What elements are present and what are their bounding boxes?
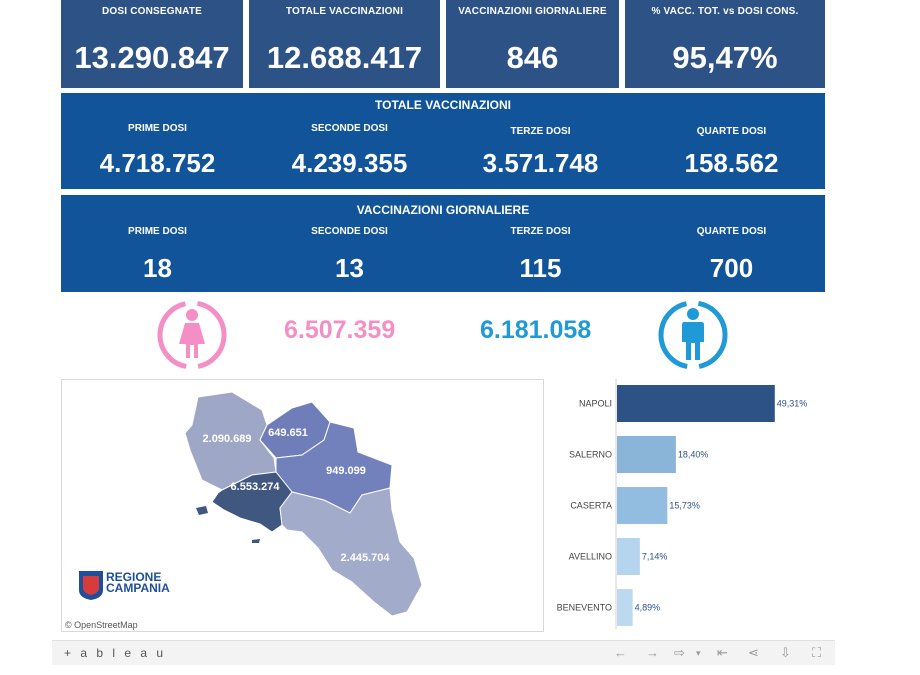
bar-value-label: 15,73% <box>669 501 700 511</box>
dose-value: 18 <box>62 253 253 284</box>
band-title: VACCINAZIONI GIORNALIERE <box>61 203 825 217</box>
totale-prime-dosi: PRIME DOSI 4.718.752 <box>62 123 253 179</box>
province-map[interactable]: 2.090.689 649.651 949.099 6.553.274 2.44… <box>61 379 544 632</box>
kpi-dosi-consegnate: DOSI CONSEGNATE 13.290.847 <box>61 0 243 88</box>
map-label-napoli: 6.553.274 <box>231 481 281 493</box>
map-label-caserta: 2.090.689 <box>203 433 252 445</box>
dose-label: SECONDE DOSI <box>254 226 445 237</box>
kpi-label: TOTALE VACCINAZIONI <box>249 6 440 17</box>
dose-label: PRIME DOSI <box>62 226 253 237</box>
map-label-avellino: 949.099 <box>326 465 366 477</box>
regione-campania-logo-icon <box>77 570 105 601</box>
revert-icon[interactable]: ⇨ <box>674 645 685 661</box>
bar-salerno[interactable] <box>617 436 676 473</box>
logo-text-campania: CAMPANIA <box>106 582 170 594</box>
male-icon <box>656 298 730 372</box>
kpi-label: % VACC. TOT. vs DOSI CONS. <box>625 6 825 17</box>
giornaliere-seconde-dosi: SECONDE DOSI 13 <box>254 226 445 284</box>
revert-dropdown-icon[interactable]: ▾ <box>696 648 701 659</box>
dose-value: 158.562 <box>636 148 827 179</box>
totale-seconde-dosi: SECONDE DOSI 4.239.355 <box>254 123 445 179</box>
band-title: TOTALE VACCINAZIONI <box>61 98 825 112</box>
bar-value-label: 18,40% <box>678 450 709 460</box>
map-label-benevento: 649.651 <box>268 427 308 439</box>
bar-category-label: AVELLINO <box>569 552 612 562</box>
totale-vaccinazioni-band: TOTALE VACCINAZIONI PRIME DOSI 4.718.752… <box>61 93 825 189</box>
totale-quarte-dosi: QUARTE DOSI 158.562 <box>636 126 827 179</box>
dose-label: SECONDE DOSI <box>254 123 445 134</box>
dose-value: 13 <box>254 253 445 284</box>
dose-value: 700 <box>636 253 827 284</box>
giornaliere-prime-dosi: PRIME DOSI 18 <box>62 226 253 284</box>
kpi-value: 95,47% <box>625 40 825 76</box>
island-capri <box>252 539 260 543</box>
province-bar-chart: NAPOLI 49,31% SALERNO 18,40% CASERTA 15,73% AV… <box>548 379 838 633</box>
dose-value: 3.571.748 <box>445 148 636 179</box>
bar-benevento[interactable] <box>617 589 633 626</box>
kpi-label: DOSI CONSEGNATE <box>61 6 243 17</box>
fullscreen-icon[interactable]: ⛶ <box>812 645 821 661</box>
map-label-salerno: 2.445.704 <box>341 552 391 564</box>
bar-category-label: SALERNO <box>569 450 612 460</box>
kpi-percent-vacc: % VACC. TOT. vs DOSI CONS. 95,47% <box>625 0 825 88</box>
dose-label: TERZE DOSI <box>445 126 636 137</box>
kpi-totale-vaccinazioni: TOTALE VACCINAZIONI 12.688.417 <box>249 0 440 88</box>
tableau-toolbar: + a b l e a u ← → ⇨ ▾ ⇤ ⋖ ⇩ ⛶ <box>52 640 835 665</box>
share-icon[interactable]: ⋖ <box>748 645 759 661</box>
bar-value-label: 4,89% <box>635 603 661 613</box>
bar-value-label: 7,14% <box>642 552 668 562</box>
totale-terze-dosi: TERZE DOSI 3.571.748 <box>445 126 636 179</box>
dose-label: TERZE DOSI <box>445 226 636 237</box>
vaccinazioni-giornaliere-band: VACCINAZIONI GIORNALIERE PRIME DOSI 18 S… <box>61 195 825 292</box>
kpi-value: 12.688.417 <box>249 40 440 76</box>
female-total: 6.507.359 <box>284 316 395 345</box>
female-icon <box>155 298 229 372</box>
male-total: 6.181.058 <box>480 316 591 345</box>
bar-caserta[interactable] <box>617 487 667 524</box>
dose-value: 4.718.752 <box>62 148 253 179</box>
dose-label: QUARTE DOSI <box>636 226 827 237</box>
bar-category-label: CASERTA <box>570 501 612 511</box>
dose-label: QUARTE DOSI <box>636 126 827 137</box>
kpi-value: 846 <box>446 40 619 76</box>
kpi-value: 13.290.847 <box>61 40 243 76</box>
bar-value-label: 49,31% <box>777 399 808 409</box>
dose-value: 4.239.355 <box>254 148 445 179</box>
reset-icon[interactable]: ⇤ <box>717 645 728 661</box>
tableau-logo[interactable]: + a b l e a u <box>64 646 166 660</box>
bar-category-label: NAPOLI <box>579 399 612 409</box>
dose-value: 115 <box>445 253 636 284</box>
giornaliere-terze-dosi: TERZE DOSI 115 <box>445 226 636 284</box>
bar-category-label: BENEVENTO <box>557 603 612 613</box>
giornaliere-quarte-dosi: QUARTE DOSI 700 <box>636 226 827 284</box>
redo-icon[interactable]: → <box>646 645 659 660</box>
undo-icon[interactable]: ← <box>614 645 627 660</box>
map-attribution[interactable]: © OpenStreetMap <box>65 620 138 630</box>
kpi-vaccinazioni-giornaliere: VACCINAZIONI GIORNALIERE 846 <box>446 0 619 88</box>
bar-napoli[interactable] <box>617 385 775 422</box>
bar-avellino[interactable] <box>617 538 640 575</box>
island-ischia <box>196 506 208 515</box>
download-icon[interactable]: ⇩ <box>780 645 791 661</box>
dose-label: PRIME DOSI <box>62 123 253 134</box>
kpi-label: VACCINAZIONI GIORNALIERE <box>446 6 619 17</box>
